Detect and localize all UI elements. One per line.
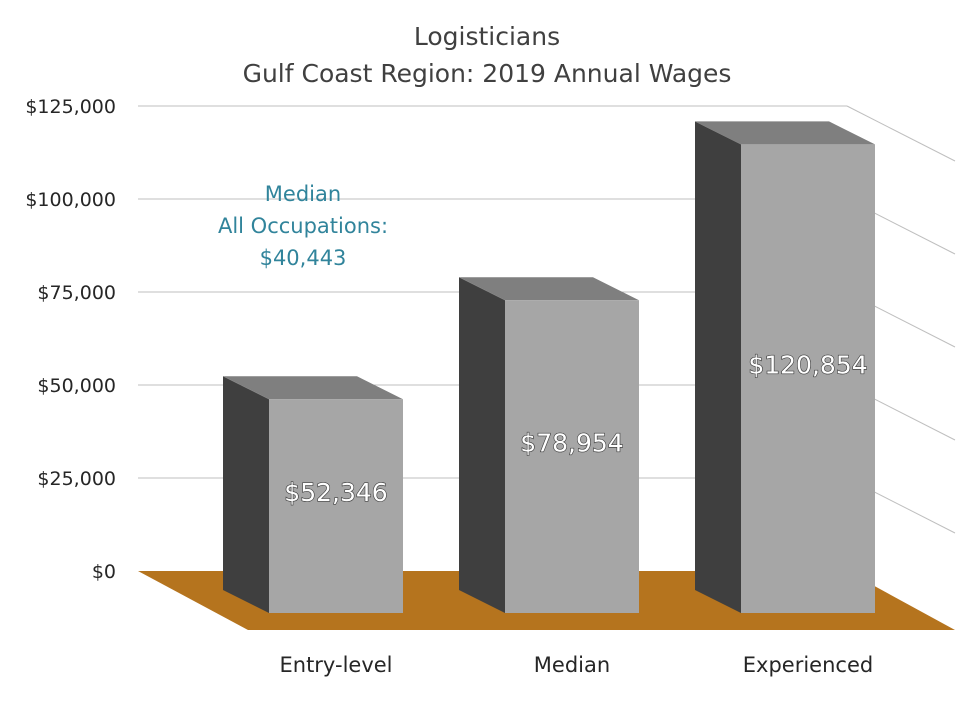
- bar-median: $78,954: [459, 277, 639, 613]
- gridline-side: [846, 105, 956, 162]
- bars: $52,346 $78,954 $120,854: [223, 121, 875, 613]
- bar-side: [459, 277, 505, 613]
- bar-side: [223, 376, 269, 613]
- bar-front: [741, 144, 875, 613]
- median-annotation: Median All Occupations: $40,443: [218, 182, 388, 270]
- x-category-label: Median: [534, 653, 610, 677]
- bar-experienced: $120,854: [695, 121, 875, 613]
- bar-front: [505, 300, 639, 613]
- data-label: $52,346: [284, 478, 387, 507]
- y-tick-label: $25,000: [37, 468, 116, 490]
- chart-subtitle: Gulf Coast Region: 2019 Annual Wages: [243, 59, 732, 88]
- bar-top: [459, 277, 639, 301]
- y-tick-label: $75,000: [37, 282, 116, 304]
- data-label: $78,954: [520, 429, 623, 458]
- y-tick-label: $125,000: [25, 96, 116, 118]
- annotation-line-2: All Occupations:: [218, 214, 388, 238]
- x-category-label: Experienced: [743, 653, 873, 677]
- x-category-label: Entry-level: [279, 653, 392, 677]
- bar-front: [269, 399, 403, 613]
- y-tick-label: $0: [92, 561, 116, 583]
- y-tick-label: $50,000: [37, 375, 116, 397]
- bar-entry-level: $52,346: [223, 376, 403, 613]
- chart-title: Logisticians: [414, 22, 560, 51]
- annotation-line-3: $40,443: [260, 246, 347, 270]
- y-tick-label: $100,000: [25, 189, 116, 211]
- bar-top: [223, 376, 403, 400]
- y-axis-ticks: $0 $25,000 $50,000 $75,000 $100,000 $125,000: [25, 96, 116, 583]
- x-axis-categories: Entry-level Median Experienced: [279, 653, 873, 677]
- bar-side: [695, 121, 741, 613]
- bar-top: [695, 121, 875, 145]
- annotation-line-1: Median: [265, 182, 341, 206]
- data-label: $120,854: [748, 351, 867, 380]
